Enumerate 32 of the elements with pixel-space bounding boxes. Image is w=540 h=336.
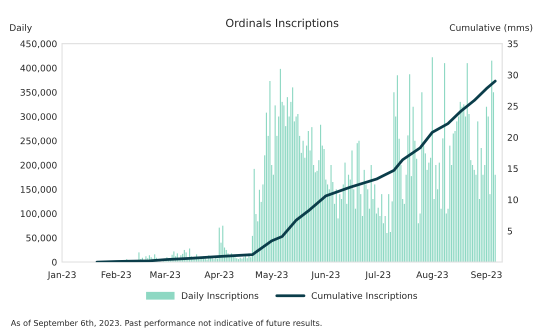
y2-axis-title: Cumulative (mms) (450, 24, 532, 32)
x-tick-label: Aug-23 (416, 271, 448, 280)
y2-tick-label: 25 (508, 102, 518, 110)
chart-title: Ordinals Inscriptions (226, 18, 338, 30)
y-tick-label: 150,000 (20, 186, 57, 194)
legend-label: Cumulative Inscriptions (312, 292, 418, 301)
y-tick-label: 0 (52, 258, 57, 266)
x-tick-label: May-23 (256, 271, 288, 280)
y2-tick-label: 20 (508, 134, 518, 141)
y-axis-title: Daily (10, 24, 32, 33)
y2-tick-label: 5 (508, 228, 512, 234)
x-tick-label: Mar-23 (150, 271, 180, 278)
y-tick-label: 200,000 (20, 162, 57, 170)
y2-tick-label: 30 (508, 72, 518, 78)
legend-label: Daily Inscriptions (182, 292, 258, 301)
y-tick-label: 50,000 (26, 234, 57, 242)
text: As of September 6th, 2023. Past performance not indicative of future results. (10, 320, 322, 328)
x-tick-label: Apr-23 (204, 271, 234, 280)
x-tick-label: Jan-23 (47, 271, 76, 280)
x-tick-label: Jul-23 (364, 271, 390, 280)
y2-tick-label: 15 (508, 165, 518, 172)
x-tick-label: Sep-23 (471, 271, 502, 280)
y-tick-label: 250,000 (20, 137, 57, 146)
y-tick-label: 300,000 (20, 113, 57, 121)
y2-tick-label: 10 (508, 196, 518, 204)
x-tick-label: Feb-23 (102, 271, 131, 278)
y2-tick-label: 35 (508, 40, 518, 48)
y-tick-label: 400,000 (20, 64, 57, 72)
y-tick-label: 100,000 (20, 210, 57, 218)
y-tick-label: 350,000 (20, 88, 57, 97)
x-tick-label: Jun-23 (310, 271, 340, 280)
y-tick-label: 450,000 (20, 40, 57, 48)
